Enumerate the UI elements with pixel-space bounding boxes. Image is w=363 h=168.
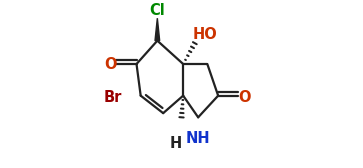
Text: Br: Br: [104, 90, 122, 105]
Polygon shape: [155, 18, 160, 41]
Text: H: H: [170, 136, 182, 151]
Text: O: O: [238, 90, 251, 105]
Text: Cl: Cl: [150, 3, 165, 18]
Text: O: O: [105, 57, 117, 72]
Text: NH: NH: [186, 131, 211, 146]
Text: HO: HO: [192, 27, 217, 41]
